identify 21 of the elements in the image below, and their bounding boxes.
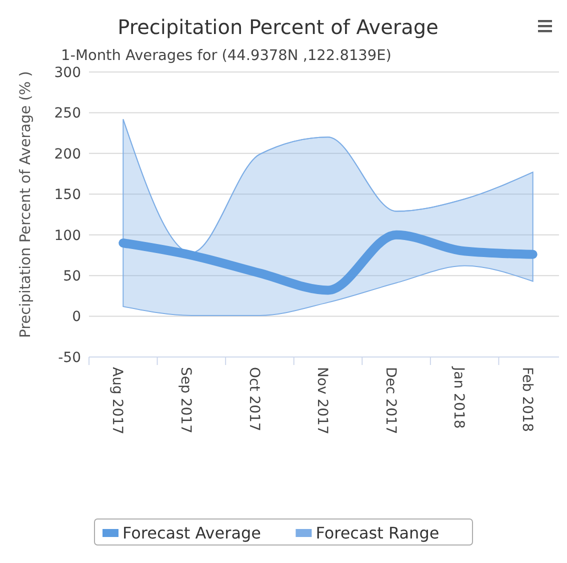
legend-label: Forecast Average — [122, 524, 261, 543]
y-axis-title: Precipitation Percent of Average (% ) — [18, 71, 34, 338]
x-tick-label: Aug 2017 — [109, 367, 126, 434]
x-tick-label: Nov 2017 — [314, 367, 330, 434]
y-tick-label: 150 — [54, 187, 81, 204]
y-tick-label: 250 — [54, 106, 81, 122]
y-tick-label: 50 — [63, 268, 81, 284]
y-tick-label: 100 — [54, 228, 81, 244]
y-tick-label: -50 — [58, 350, 81, 366]
chart-title: Precipitation Percent of Average — [118, 15, 438, 39]
x-tick-label: Feb 2018 — [518, 367, 535, 432]
y-tick-label: 0 — [72, 309, 81, 326]
x-tick-label: Dec 2017 — [382, 367, 398, 434]
chart-subtitle: 1-Month Averages for (44.9378N ,122.8139E) — [61, 48, 392, 64]
y-tick-label: 300 — [54, 64, 81, 81]
legend-label: Forecast Range — [316, 524, 440, 543]
x-tick-label: Oct 2017 — [246, 367, 262, 432]
x-tick-label: Jan 2018 — [450, 366, 467, 429]
y-tick-label: 200 — [54, 146, 81, 162]
x-tick-label: Sep 2017 — [178, 367, 194, 434]
line-series — [122, 118, 534, 254]
